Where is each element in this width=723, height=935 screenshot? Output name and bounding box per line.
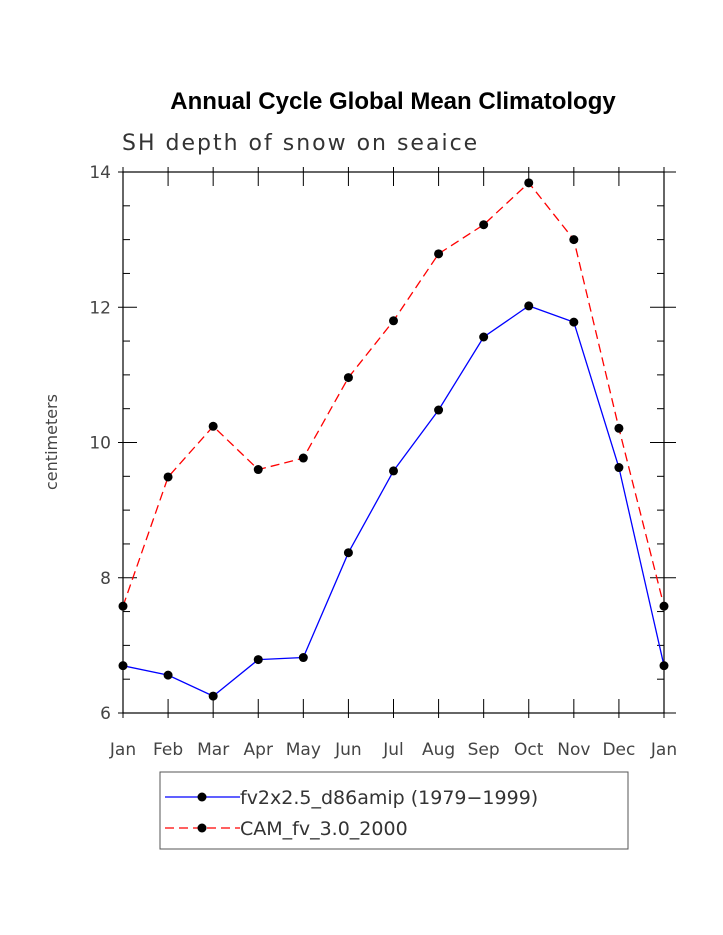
data-point xyxy=(298,653,308,663)
plot-area xyxy=(122,171,665,714)
x-tick-label: Apr xyxy=(244,740,273,760)
data-point xyxy=(569,235,579,245)
plot-frame xyxy=(122,171,665,714)
x-tick-label: Jan xyxy=(650,740,677,760)
x-tick-label: Jul xyxy=(382,740,404,760)
data-point xyxy=(389,316,398,326)
chart-subtitle: SH depth of snow on seaice xyxy=(122,131,479,156)
data-point xyxy=(659,661,669,671)
data-point xyxy=(298,453,308,463)
x-tick-label: May xyxy=(286,740,321,760)
data-point xyxy=(569,317,579,327)
x-tick-label: Dec xyxy=(602,740,635,760)
series-line-1 xyxy=(122,305,665,697)
data-point xyxy=(479,220,489,230)
data-point xyxy=(524,178,534,188)
data-point xyxy=(208,691,218,701)
series-line-2 xyxy=(122,181,665,607)
x-tick-label: Mar xyxy=(197,740,229,760)
data-point xyxy=(614,423,624,433)
data-point xyxy=(163,670,173,680)
y-tick-labels: 6 8 10 12 14 xyxy=(89,163,111,724)
series-markers xyxy=(118,178,669,701)
data-point xyxy=(253,655,263,665)
x-tick-label: Oct xyxy=(514,740,544,760)
chart-title: Annual Cycle Global Mean Climatology xyxy=(170,88,616,115)
y-axis-label: centimeters xyxy=(42,394,61,490)
y-tick-label: 14 xyxy=(89,163,111,183)
x-tick-label: Jun xyxy=(334,740,362,760)
data-point xyxy=(343,548,353,558)
legend-label-1: fv2x2.5_d86amip (1979−1999) xyxy=(240,787,538,809)
data-point xyxy=(659,601,669,611)
data-point xyxy=(614,463,624,473)
data-point xyxy=(524,301,534,311)
data-point xyxy=(434,249,444,259)
legend-marker-2 xyxy=(197,823,207,833)
data-point xyxy=(389,466,398,476)
y-tick-label: 6 xyxy=(100,704,111,724)
axis-ticks xyxy=(118,167,676,718)
x-tick-label: Feb xyxy=(153,740,183,760)
data-point xyxy=(343,373,353,383)
x-tick-label: Jan xyxy=(109,740,136,760)
data-point xyxy=(253,465,263,475)
data-point xyxy=(163,472,173,482)
legend-marker-1 xyxy=(197,792,207,802)
x-tick-label: Aug xyxy=(422,740,455,760)
y-tick-label: 10 xyxy=(89,434,111,454)
data-point xyxy=(434,405,444,415)
y-tick-label: 8 xyxy=(100,569,111,589)
x-tick-label: Nov xyxy=(557,740,590,760)
data-point xyxy=(118,601,128,611)
data-point xyxy=(118,661,128,671)
x-tick-labels: Jan Feb Mar Apr May Jun Jul Aug Sep Oct Nov Dec Jan xyxy=(109,740,677,760)
data-point xyxy=(479,332,489,342)
y-tick-label: 12 xyxy=(89,298,111,318)
legend: fv2x2.5_d86amip (1979−1999) CAM_fv_3.0_20… xyxy=(159,771,629,850)
legend-label-2: CAM_fv_3.0_2000 xyxy=(240,818,408,840)
series-lines xyxy=(122,181,665,697)
x-tick-label: Sep xyxy=(468,740,500,760)
legend-box xyxy=(159,771,629,850)
data-point xyxy=(208,421,218,431)
